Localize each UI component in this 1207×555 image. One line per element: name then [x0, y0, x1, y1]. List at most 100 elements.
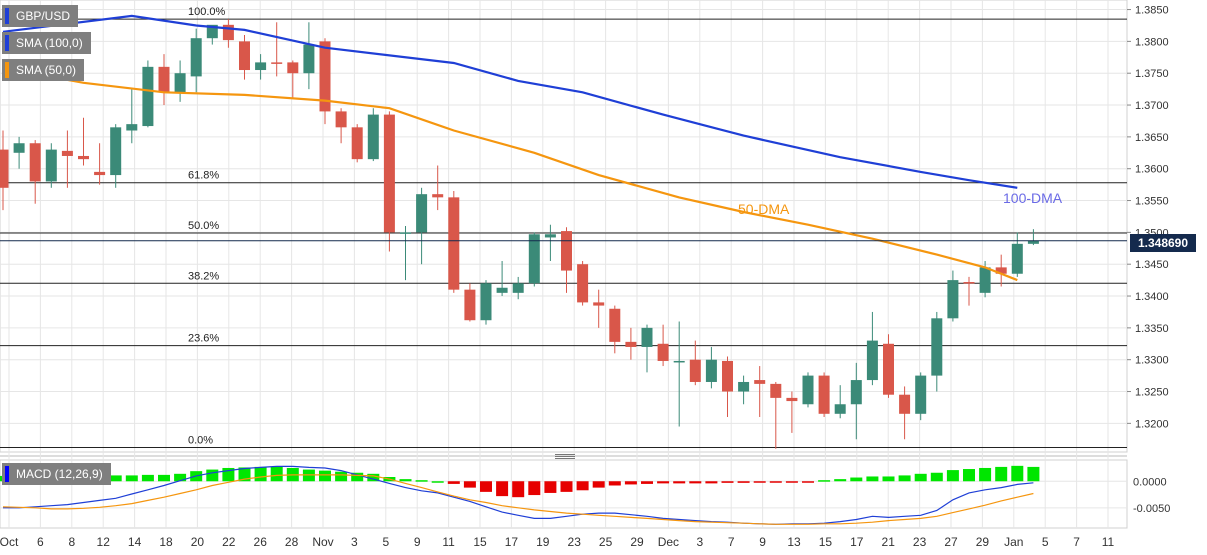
macd-hist-negative [705, 481, 718, 484]
macd-hist-negative [544, 481, 557, 493]
macd-hist-positive [399, 479, 412, 482]
candle-down [319, 41, 331, 112]
candle-up [480, 283, 492, 321]
macd-hist-positive [850, 477, 863, 482]
candle-up [544, 234, 556, 238]
x-tick-label: 6 [37, 535, 44, 549]
y-tick-label: 1.3400 [1135, 291, 1169, 303]
candle-down [995, 267, 1007, 274]
x-tick-label: 3 [696, 535, 703, 549]
macd-hist-positive [158, 474, 170, 482]
macd-hist-negative [673, 481, 686, 484]
x-tick-label: 26 [254, 535, 268, 549]
macd-hist-negative [689, 481, 702, 484]
macd-hist-negative [769, 481, 782, 483]
macd-swatch [5, 466, 9, 482]
candle-up [142, 66, 154, 127]
candle-up [915, 375, 927, 414]
candle-up [400, 232, 411, 234]
candle-up [931, 318, 943, 376]
y-tick-label: 1.3350 [1135, 323, 1169, 335]
macd-hist-positive [1011, 465, 1024, 482]
macd-hist-positive [270, 466, 283, 482]
x-tick-label: 28 [285, 535, 299, 549]
candle-down [29, 143, 41, 182]
y-tick-label: 1.3650 [1135, 132, 1169, 144]
legend-macd-label: MACD (12,26,9) [16, 467, 103, 481]
legend-symbol: GBP/USD [2, 5, 79, 27]
current-price-tag: 1.348690 [1130, 234, 1196, 252]
x-tick-label: 11 [1102, 535, 1115, 549]
candle-up [496, 287, 508, 293]
candle-up [866, 340, 878, 381]
candle-up [110, 127, 122, 176]
x-tick-label: 27 [944, 535, 958, 549]
x-tick-label: 22 [222, 535, 236, 549]
x-tick-label: 29 [976, 535, 990, 549]
y-tick-label: 1.3850 [1135, 5, 1169, 17]
x-tick-label: Dec [658, 535, 679, 549]
y-tick-label: 1.3700 [1135, 100, 1169, 112]
candle-down [287, 62, 299, 74]
candle-up [705, 359, 717, 382]
candle-up [834, 404, 846, 414]
candle-down [754, 380, 766, 384]
candle-down [770, 383, 782, 398]
candle-up [13, 143, 25, 153]
legend-sma100: SMA (100,0) [2, 32, 91, 54]
y-tick-label: 1.3600 [1135, 164, 1169, 176]
x-tick-label: 3 [351, 535, 358, 549]
macd-hist-negative [657, 481, 670, 484]
x-tick-label: 19 [536, 535, 550, 549]
macd-tick-label: -0.0050 [1133, 503, 1170, 515]
macd-hist-positive [319, 470, 331, 482]
candle-up [303, 44, 315, 74]
candle-down [239, 41, 250, 71]
y-tick-label: 1.3200 [1135, 418, 1169, 430]
candle-down [78, 155, 89, 160]
candle-down [335, 111, 347, 128]
fib-level-label: 0.0% [188, 435, 213, 447]
sma100-swatch [5, 35, 9, 51]
legend-sma50: SMA (50,0) [2, 59, 85, 81]
x-tick-label: 15 [473, 535, 487, 549]
candle-down [689, 359, 701, 382]
candle-down [448, 197, 460, 290]
x-tick-label: 18 [159, 535, 173, 549]
macd-hist-negative [463, 481, 476, 488]
candle-down [561, 231, 572, 271]
x-tick-label: 12 [97, 535, 111, 549]
candle-down [577, 264, 589, 303]
macd-hist-positive [335, 471, 348, 482]
macd-hist-positive [866, 476, 879, 482]
legend-sma50-label: SMA (50,0) [16, 63, 77, 77]
x-tick-label: Nov [312, 535, 333, 549]
candle-down [271, 62, 283, 64]
candle-up [1011, 243, 1023, 274]
candle-down [432, 194, 444, 198]
macd-hist-positive [141, 474, 154, 482]
sma100-annotation: 100-DMA [1003, 190, 1063, 206]
macd-hist-negative [592, 481, 605, 488]
macd-hist-positive [914, 473, 927, 482]
x-tick-label: 11 [442, 535, 455, 549]
macd-hist-negative [721, 481, 734, 483]
legend-symbol-label: GBP/USD [16, 9, 71, 23]
y-tick-label: 1.3750 [1135, 68, 1169, 80]
pane-resize-handle[interactable] [555, 453, 575, 460]
signal-line [2, 474, 1034, 525]
candle-down [657, 343, 669, 361]
candle-down [722, 360, 733, 392]
candle-down [61, 150, 73, 156]
fib-level-label: 61.8% [188, 170, 219, 182]
candle-up [641, 327, 653, 347]
macd-hist-positive [818, 480, 831, 482]
macd-hist-negative [802, 481, 814, 483]
candle-down [625, 341, 637, 347]
macd-hist-negative [496, 481, 509, 497]
candle-down [94, 171, 106, 176]
x-tick-label: 9 [759, 535, 766, 549]
fib-level-label: 38.2% [188, 270, 219, 282]
candle-up [416, 194, 428, 233]
